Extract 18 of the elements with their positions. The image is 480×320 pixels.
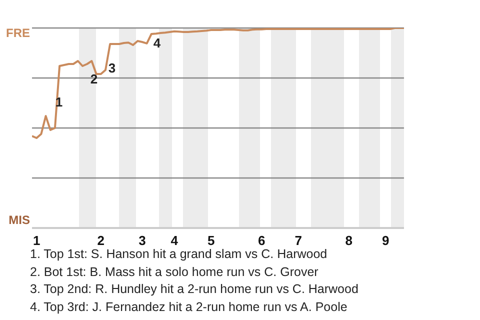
text: FRE [6,26,30,40]
x-tick-label: 4 [170,233,179,248]
x-tick-label: 6 [258,233,266,248]
annotation: 4 [153,35,162,50]
text: 1. Top 1st: S. Hanson hit a grand slam vs C. Harwood [30,247,328,261]
x-tick-label: 3 [138,233,146,248]
annotation: 3 [108,60,116,76]
x-tick-label: 1 [32,233,40,248]
x-tick-label: 8 [345,233,353,248]
x-tick-label: 2 [97,233,105,248]
text: MIS [8,213,30,228]
text: 4. Top 3rd: J. Fernandez hit a 2-run home run vs A. Poole [30,298,348,316]
text: 3. Top 2nd: R. Hundley hit a 2-run home run vs C. Harwood [30,281,358,298]
text: 2. Bot 1st: B. Mass hit a solo home run vs C. Grover [30,264,320,280]
x-tick-label: 9 [382,233,390,248]
annotation: 2 [90,71,98,86]
x-tick-label: 7 [294,233,302,248]
x-tick-label: 5 [207,233,215,248]
